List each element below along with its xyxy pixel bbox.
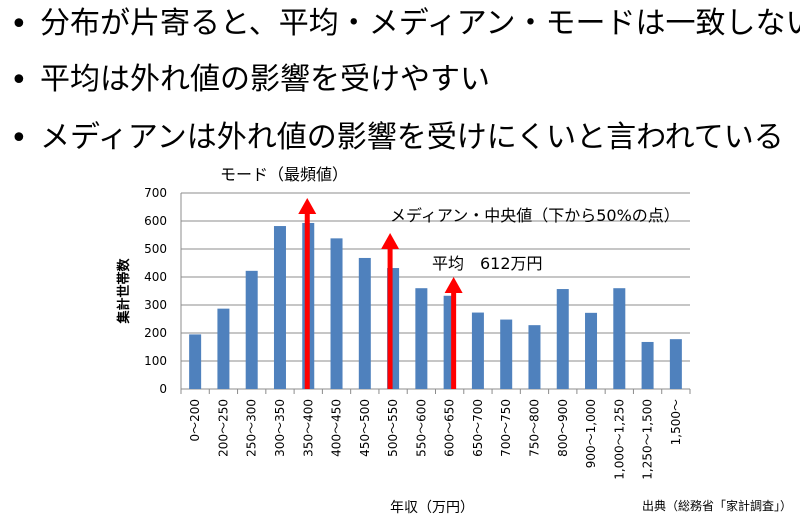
y-tick-label: 700 (144, 186, 167, 200)
y-tick-label: 400 (144, 270, 167, 284)
bar (556, 289, 569, 389)
x-axis-label: 年収（万円） (390, 500, 474, 516)
bar (500, 319, 513, 389)
bar (189, 334, 202, 389)
arrow-head (298, 198, 317, 214)
x-tick-label: 650～700 (471, 399, 485, 457)
x-tick-label: 200～250 (216, 399, 230, 457)
bar (273, 226, 286, 389)
y-tick-label: 600 (144, 214, 167, 228)
bar (358, 257, 371, 389)
bullet-text: 分布が片寄ると、平均・メディアン・モードは一致しない (40, 6, 800, 41)
bar (245, 270, 258, 389)
x-tick-label: 1,250～1,500 (641, 399, 655, 480)
bullet-item: • メディアンは外れ値の影響を受けにくいと言われている (0, 118, 800, 162)
bullet-marker: • (10, 7, 28, 42)
bullet-item: • 分布が片寄ると、平均・メディアン・モードは一致しない (0, 4, 800, 48)
x-tick-label: 500～550 (386, 399, 400, 457)
bar (641, 341, 654, 389)
x-tick-label: 900～1,000 (584, 399, 598, 468)
y-tick-label: 300 (144, 298, 167, 312)
x-tick-label: 400～450 (330, 399, 344, 457)
x-tick-label: 450～500 (358, 399, 372, 457)
y-tick-label: 0 (159, 382, 167, 396)
bullet-text: メディアンは外れ値の影響を受けにくいと言われている (40, 120, 784, 155)
x-tick-label: 250～300 (245, 399, 259, 457)
x-tick-label: 300～350 (273, 399, 287, 457)
mean-arrow (444, 277, 463, 389)
mode-arrow (298, 198, 317, 389)
bar (613, 288, 626, 389)
x-tick-label: 0～200 (188, 399, 202, 442)
bar (669, 339, 682, 389)
mean-annotation-label: 平均 612万円 (432, 254, 543, 273)
bullet-text: 平均は外れ値の影響を受けやすい (40, 62, 490, 97)
arrow-head (381, 233, 400, 249)
bullet-marker: • (10, 63, 28, 98)
bar (330, 238, 343, 389)
mode-annotation-label: モード（最頻値） (220, 165, 349, 184)
bar (471, 312, 484, 389)
x-tick-label: 550～600 (414, 399, 428, 457)
y-tick-label: 200 (144, 326, 167, 340)
bar (585, 312, 598, 389)
arrow-head (444, 277, 463, 293)
x-tick-label: 750～800 (527, 399, 541, 457)
x-tick-label: 700～750 (499, 399, 513, 457)
bar (528, 325, 541, 389)
median-annotation-label: メディアン・中央値（下から50%の点） (390, 206, 680, 225)
median-arrow (381, 233, 400, 389)
y-tick-label: 500 (144, 242, 167, 256)
x-tick-label: 1,000～1,250 (612, 399, 626, 480)
x-tick-label: 350～400 (301, 399, 315, 457)
bullet-marker: • (10, 121, 28, 156)
x-tick-label: 600～650 (443, 399, 457, 457)
y-axis-label: 集計世帯数 (116, 258, 132, 325)
source-note: 出典（総務省「家計調査」） (641, 499, 792, 513)
bar (217, 308, 230, 389)
x-tick-label: 800～900 (556, 399, 570, 457)
bar (415, 288, 428, 389)
bullet-item: • 平均は外れ値の影響を受けやすい (0, 60, 800, 104)
x-tick-label: 1,500～ (669, 399, 683, 445)
y-tick-label: 100 (144, 354, 167, 368)
